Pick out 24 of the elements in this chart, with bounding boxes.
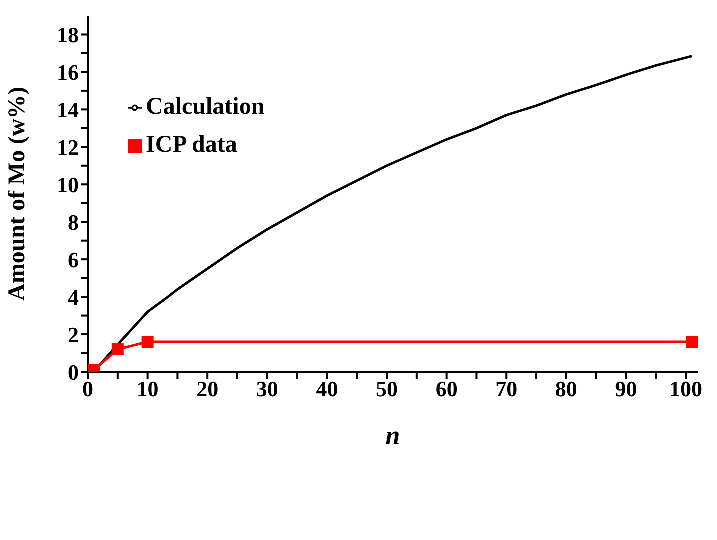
y-tick-label: 12 bbox=[57, 134, 79, 160]
y-tick-label: 10 bbox=[57, 172, 79, 198]
y-tick-label: 2 bbox=[68, 322, 79, 348]
x-tick-label: 50 bbox=[376, 376, 398, 402]
y-tick-label: 4 bbox=[68, 284, 79, 310]
y-tick-label: 6 bbox=[68, 247, 79, 272]
x-tick-label: 60 bbox=[436, 376, 458, 402]
x-tick-label: 70 bbox=[496, 376, 518, 402]
y-axis-title: Amount of Mo (w%) bbox=[4, 87, 31, 301]
legend-label: ICP data bbox=[146, 132, 238, 158]
legend-label: Calculation bbox=[146, 94, 265, 120]
x-axis-title: n bbox=[386, 421, 400, 450]
x-tick-label: 20 bbox=[196, 376, 219, 402]
x-tick-label: 80 bbox=[555, 376, 578, 402]
y-tick-label: 16 bbox=[57, 60, 79, 86]
x-tick-label: 30 bbox=[256, 376, 278, 402]
y-tick-label: 14 bbox=[57, 97, 79, 122]
x-tick-label: 40 bbox=[316, 376, 338, 402]
x-tick-label: 100 bbox=[670, 376, 703, 402]
y-tick-label: 18 bbox=[57, 22, 79, 48]
x-tick-label: 90 bbox=[615, 376, 638, 402]
y-tick-label: 8 bbox=[68, 210, 79, 235]
y-tick-label: 0 bbox=[68, 360, 79, 385]
x-tick-label: 10 bbox=[136, 376, 159, 402]
